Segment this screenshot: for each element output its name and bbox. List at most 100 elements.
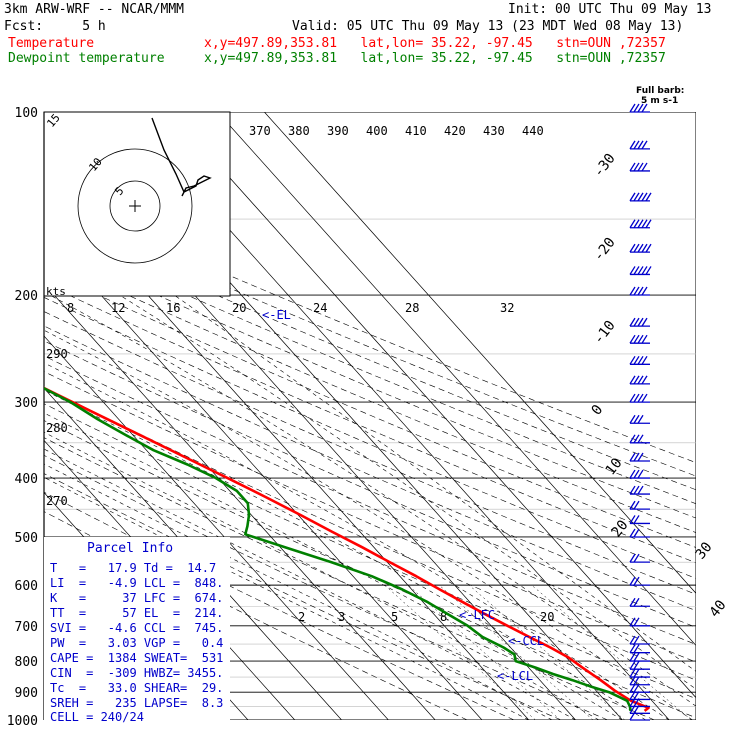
wind-barb-flag — [637, 192, 644, 202]
theta-label: 430 — [483, 124, 505, 138]
pressure-label: 300 — [15, 396, 38, 411]
wind-barb — [629, 192, 652, 202]
mixing-ratio-line — [407, 584, 561, 720]
forecast-hour: Fcst: 5 h — [4, 19, 106, 34]
pressure-label: 800 — [15, 655, 38, 670]
wind-barb-flag — [641, 375, 648, 385]
wind-barb-flag — [641, 219, 648, 229]
wind-barb-flag — [629, 683, 636, 693]
wind-barb-flag — [629, 576, 636, 586]
wind-barb — [629, 617, 650, 627]
isotherm-line — [217, 112, 696, 647]
wind-barb — [629, 500, 650, 510]
wind-barb — [629, 393, 650, 403]
pressure-label: 500 — [15, 531, 38, 546]
wind-barb-flag — [637, 434, 644, 444]
wind-barb-flag — [633, 393, 640, 403]
wind-barb — [629, 162, 650, 172]
wind-barb-flag — [629, 192, 636, 202]
barb-legend-title: Full barb: — [636, 86, 684, 96]
speed-scale-label: 24 — [313, 301, 327, 315]
mixing-ratio-line — [531, 584, 692, 720]
isotherm-line — [170, 112, 696, 699]
theta-label: 410 — [405, 124, 427, 138]
wind-barb — [629, 103, 650, 113]
dewpoint-trace — [44, 386, 632, 712]
dewpoint-location-info: x,y=497.89,353.81 lat,lon= 35.22, -97.45… — [204, 51, 666, 66]
dry-adiabat-line — [44, 205, 696, 477]
mixing-ratio-line — [438, 584, 594, 720]
wind-barb — [629, 266, 652, 276]
wind-barb-flag — [629, 652, 636, 662]
pressure-label: 600 — [15, 579, 38, 594]
wind-barb-flag — [637, 393, 644, 403]
wind-barb-flag — [633, 286, 640, 296]
wind-barb-flag — [637, 103, 644, 113]
moist-adiabat-line — [119, 294, 696, 690]
wind-barb-flag — [641, 192, 648, 202]
wind-barb — [629, 140, 650, 150]
wind-barb-flag — [633, 485, 640, 495]
wind-barb-flag — [637, 243, 644, 253]
wind-barb-flag — [629, 393, 636, 403]
wind-barb — [629, 334, 650, 344]
parcel-info-row: CIN = -309 HWBZ= 3455. — [50, 666, 223, 680]
wind-barb — [629, 243, 652, 253]
wind-barb-flag — [633, 515, 640, 524]
wind-barb-flag — [633, 469, 640, 479]
pressure-label: 1000 — [7, 714, 38, 729]
dry-adiabat-line — [44, 371, 696, 663]
wind-barb-flag — [629, 317, 636, 327]
wind-barb-flag — [645, 219, 652, 229]
isotherm-label: -30 — [591, 151, 619, 181]
wind-barb-flag — [637, 469, 644, 479]
wind-barb-flag — [629, 162, 636, 172]
wind-barb-flag — [641, 317, 648, 327]
pressure-label: 200 — [15, 289, 38, 304]
parcel-info-row: SREH = 235 LAPSE= 8.3 — [50, 696, 223, 710]
theta-label: 370 — [249, 124, 271, 138]
parcel-info-row: K = 37 LFC = 674. — [50, 591, 223, 605]
wind-barb-flag — [633, 597, 640, 607]
pressure-label: 700 — [15, 620, 38, 635]
isotherm-line — [44, 283, 436, 720]
wind-barb-flag — [633, 553, 640, 563]
theta-label: 380 — [288, 124, 310, 138]
wind-barb-flag — [629, 266, 636, 275]
speed-scale-label: 12 — [111, 301, 125, 315]
hodograph-kts-label: kts — [46, 285, 66, 298]
isotherm-label: -20 — [591, 235, 619, 265]
wind-barb-flag — [633, 635, 640, 645]
wind-barb-flag — [633, 528, 640, 538]
wind-barb-flag — [629, 668, 636, 678]
wind-barb-flag — [629, 500, 636, 510]
dry-adiabat-line — [44, 491, 515, 720]
theta-label: 290 — [46, 347, 68, 361]
wind-barb-flag — [641, 355, 648, 365]
wind-barb-flag — [633, 140, 640, 150]
wind-barb-flag — [641, 243, 648, 253]
wind-barb-flag — [633, 192, 640, 202]
wind-barb-flag — [633, 644, 640, 654]
parcel-info-row: CELL = 240/24 — [50, 710, 144, 724]
isotherm-line — [44, 231, 483, 720]
wind-barb-flag — [633, 500, 640, 510]
wind-barb-flag — [633, 668, 640, 678]
wind-barb — [629, 553, 650, 563]
mixing-ratio-label: 5 — [391, 610, 398, 624]
temperature-legend-label: Temperature — [8, 36, 95, 51]
temperature-location-info: x,y=497.89,353.81 lat,lon= 35.22, -97.45… — [204, 36, 666, 51]
wind-barb-flag — [629, 334, 636, 344]
wind-barb — [629, 469, 650, 479]
wind-barb — [629, 668, 650, 678]
el-marker: <-EL — [262, 308, 291, 322]
parcel-info-row: Tc = 33.0 SHEAR= 29. — [50, 681, 223, 695]
barb-legend-unit: 5 m s-1 — [641, 96, 678, 106]
wind-barb — [629, 452, 650, 462]
pressure-label: 900 — [15, 686, 38, 701]
ccl-marker: <-CCL — [508, 634, 544, 648]
wind-barb-flag — [629, 676, 636, 686]
moist-adiabat-line — [49, 294, 696, 707]
